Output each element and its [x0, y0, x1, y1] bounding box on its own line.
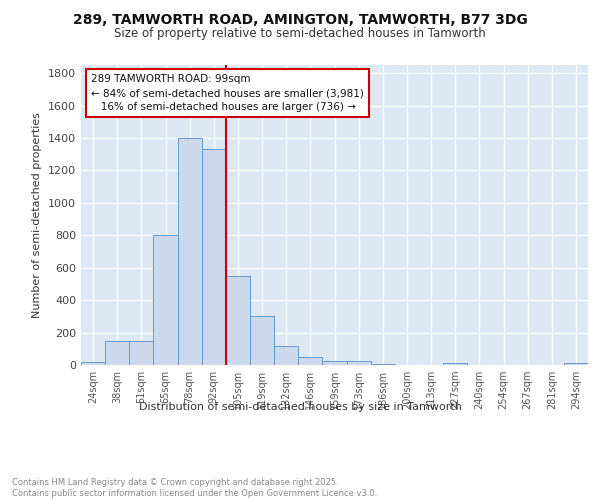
Text: Distribution of semi-detached houses by size in Tamworth: Distribution of semi-detached houses by …: [139, 402, 461, 412]
Bar: [105, 340, 129, 365]
Text: 289 TAMWORTH ROAD: 99sqm
← 84% of semi-detached houses are smaller (3,981)
   16: 289 TAMWORTH ROAD: 99sqm ← 84% of semi-d…: [91, 74, 364, 112]
Bar: [443, 362, 467, 365]
Bar: [274, 346, 298, 365]
Bar: [322, 361, 347, 365]
Y-axis label: Number of semi-detached properties: Number of semi-detached properties: [32, 112, 43, 318]
Bar: [371, 364, 395, 365]
Bar: [564, 362, 588, 365]
Bar: [298, 357, 322, 365]
Bar: [129, 340, 154, 365]
Bar: [202, 150, 226, 365]
Text: 289, TAMWORTH ROAD, AMINGTON, TAMWORTH, B77 3DG: 289, TAMWORTH ROAD, AMINGTON, TAMWORTH, …: [73, 12, 527, 26]
Bar: [81, 362, 105, 365]
Text: Contains HM Land Registry data © Crown copyright and database right 2025.
Contai: Contains HM Land Registry data © Crown c…: [12, 478, 377, 498]
Bar: [154, 236, 178, 365]
Bar: [178, 138, 202, 365]
Text: Size of property relative to semi-detached houses in Tamworth: Size of property relative to semi-detach…: [114, 28, 486, 40]
Bar: [250, 316, 274, 365]
Bar: [226, 276, 250, 365]
Bar: [347, 361, 371, 365]
